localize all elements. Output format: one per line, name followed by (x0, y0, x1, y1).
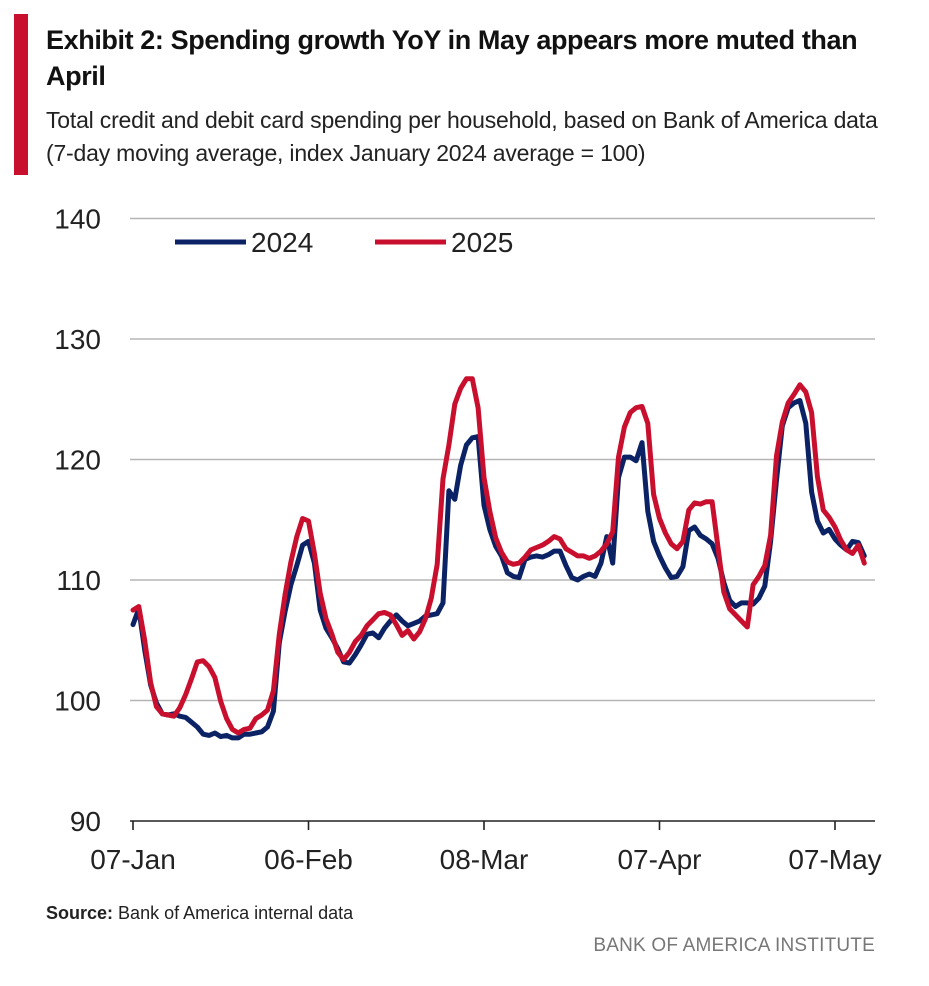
y-tick-label-110: 110 (56, 565, 101, 596)
source-text: Bank of America internal data (118, 903, 354, 923)
x-tick-label-07-May: 07-May (788, 844, 881, 875)
x-tick-label-06-Feb: 06-Feb (264, 844, 353, 875)
y-tick-label-140: 140 (54, 204, 101, 235)
series-line-2025 (130, 376, 867, 736)
line-chart: 90 100 110 120 130 140 07-Jan 06-Feb 08-Mar 07-A… (54, 204, 882, 876)
x-tick-label-08-Mar: 08-Mar (440, 844, 529, 875)
brand-label: BANK OF AMERICA INSTITUTE (593, 935, 875, 956)
accent-bar (14, 14, 28, 175)
y-tick-label-100: 100 (54, 686, 101, 717)
x-tick-label-07-Jan: 07-Jan (90, 844, 176, 875)
x-tick-label-07-Apr: 07-Apr (617, 844, 701, 875)
series-lines (130, 376, 867, 741)
legend-label-2024: 2024 (251, 227, 313, 258)
source-label: Source: (46, 903, 114, 923)
chart-title: Exhibit 2: Spending growth YoY in May ap… (46, 25, 858, 91)
y-tick-label-130: 130 (54, 324, 101, 355)
series-line-2024 (130, 398, 867, 741)
x-axis-tick-labels: 07-Jan 06-Feb 08-Mar 07-Apr 07-May (90, 821, 882, 875)
legend: 2024 2025 (175, 227, 513, 258)
y-tick-label-120: 120 (54, 445, 101, 476)
source-note: Source: Bank of America internal data (46, 903, 353, 924)
gridlines (130, 217, 875, 822)
chart-subtitle: Total credit and debit card spending per… (46, 107, 878, 166)
y-axis-tick-labels: 90 100 110 120 130 140 (54, 204, 101, 838)
legend-label-2025: 2025 (451, 227, 513, 258)
y-tick-label-90: 90 (70, 806, 101, 837)
